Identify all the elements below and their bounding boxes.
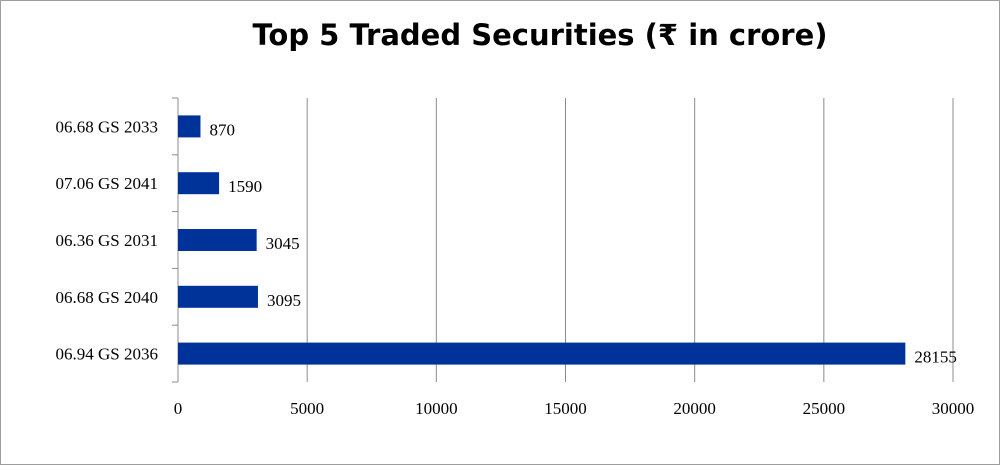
data-label: 870 (209, 120, 235, 139)
chart-title: Top 5 Traded Securities (₹ in crore) (252, 18, 828, 52)
x-tick-label: 20000 (673, 399, 716, 418)
data-label: 3045 (266, 234, 300, 253)
x-tick-label: 25000 (803, 399, 846, 418)
gridlines (306, 98, 954, 382)
data-label: 28155 (914, 348, 957, 367)
data-label: 1590 (228, 177, 262, 196)
labels: 0 5000 10000 15000 20000 25000 30000 06.68 GS 2… (56, 117, 975, 418)
x-tick-label: 15000 (544, 399, 587, 418)
x-tick-label: 10000 (415, 399, 458, 418)
x-tick-label: 0 (174, 399, 183, 418)
bar-1 (178, 115, 201, 138)
category-label: 06.94 GS 2036 (56, 345, 158, 364)
category-label: 06.68 GS 2040 (56, 288, 158, 307)
bar-4 (178, 285, 258, 308)
x-tick-label: 30000 (932, 399, 975, 418)
bar-2 (178, 172, 220, 195)
category-label: 06.36 GS 2031 (56, 231, 158, 250)
bar-3 (178, 229, 257, 251)
x-tick-label: 5000 (290, 399, 324, 418)
data-label: 3095 (267, 291, 301, 310)
category-label: 06.68 GS 2033 (56, 117, 158, 136)
category-label: 07.06 GS 2041 (56, 174, 158, 193)
bars (178, 115, 906, 365)
axes (172, 97, 179, 383)
bar-5 (178, 342, 906, 365)
